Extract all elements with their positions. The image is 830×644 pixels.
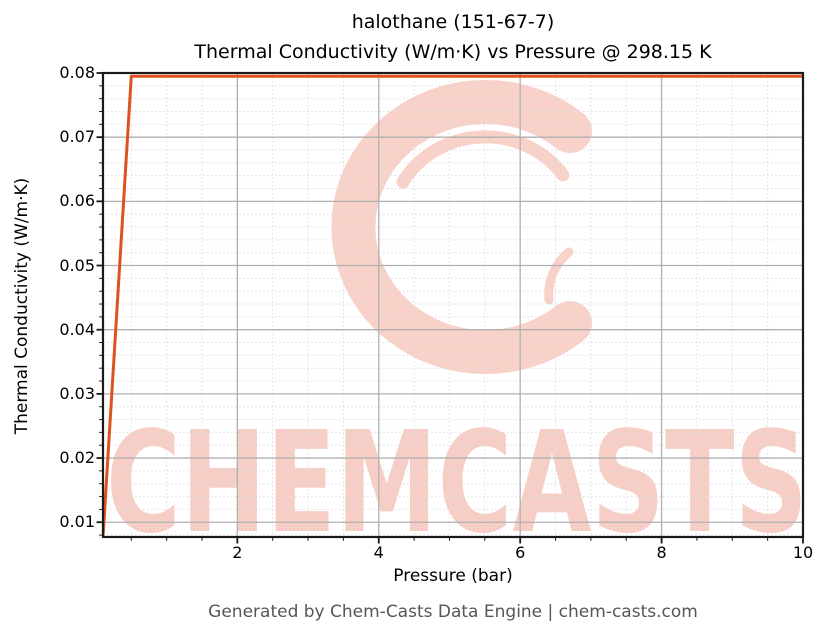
y-tick-label: 0.07 (59, 127, 95, 147)
y-tick-label: 0.05 (59, 255, 95, 275)
watermark-logo-flick-icon (544, 247, 574, 305)
y-tick-label: 0.01 (59, 512, 95, 532)
y-tick-label: 0.03 (59, 383, 95, 403)
chart-title: halothane (151-67-7) Thermal Conductivit… (103, 7, 803, 67)
watermark-logo-c-icon (331, 80, 592, 374)
x-tick-label: 10 (792, 543, 814, 562)
y-tick-label: 0.06 (59, 191, 95, 211)
footer-attribution: Generated by Chem-Casts Data Engine | ch… (208, 602, 698, 622)
watermark-text: CHEMCASTS (106, 402, 808, 565)
watermark-layer: CHEMCASTS (106, 80, 808, 565)
major-gridlines (103, 73, 803, 537)
x-tick-label: 4 (373, 543, 384, 562)
y-tick-label: 0.04 (59, 319, 95, 339)
chart-title-line-2: Thermal Conductivity (W/m·K) vs Pressure… (194, 41, 712, 63)
minor-gridlines (103, 73, 803, 537)
x-tick-label: 6 (515, 543, 526, 562)
y-tick-label: 0.08 (59, 63, 95, 82)
chart-title-line-1: halothane (151-67-7) (351, 11, 555, 33)
x-axis-label: Pressure (bar) (393, 566, 513, 586)
x-tick-label: 8 (656, 543, 667, 562)
y-tick-label: 0.02 (59, 448, 95, 468)
data-line-thermal-conductivity (103, 74, 803, 537)
axis-ticks (96, 72, 804, 544)
axes-spines (101, 71, 805, 539)
x-tick-label: 2 (232, 543, 243, 562)
